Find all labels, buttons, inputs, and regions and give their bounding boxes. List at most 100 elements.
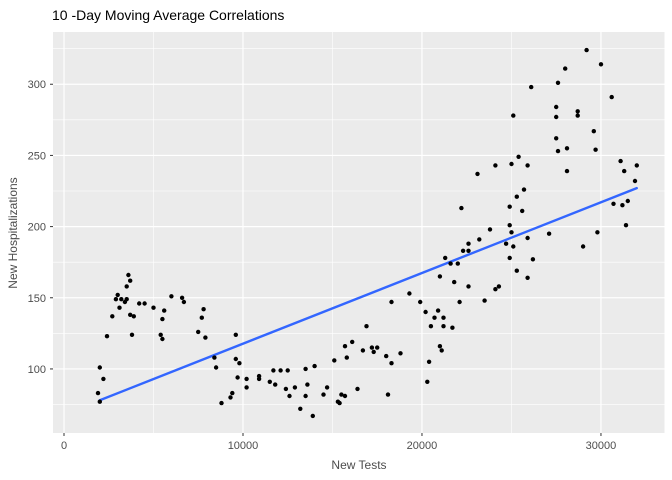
data-point: [516, 154, 521, 159]
data-point: [375, 345, 380, 350]
data-point: [496, 284, 502, 289]
data-point: [298, 406, 303, 411]
data-point: [101, 376, 106, 382]
data-point: [575, 113, 580, 118]
data-point: [158, 332, 163, 337]
data-point: [507, 255, 512, 261]
data-point: [219, 400, 224, 406]
x-tick-label: 30000: [586, 440, 617, 452]
data-point: [634, 163, 639, 168]
data-point: [126, 272, 131, 278]
data-point: [339, 392, 344, 397]
data-point: [580, 244, 586, 249]
data-point: [122, 299, 128, 305]
data-point: [591, 129, 596, 134]
data-point: [493, 163, 498, 168]
data-point: [466, 241, 471, 246]
data-point: [503, 241, 509, 246]
data-point: [623, 223, 629, 228]
data-point: [398, 351, 403, 356]
data-point: [466, 248, 471, 253]
data-point: [529, 84, 534, 90]
data-point: [332, 358, 337, 363]
data-point: [598, 62, 604, 67]
data-point: [181, 299, 187, 305]
x-tick-label: 20000: [407, 440, 438, 452]
data-point: [609, 94, 614, 100]
data-point: [530, 257, 536, 262]
data-point: [342, 393, 348, 399]
data-point: [418, 299, 423, 305]
data-point: [460, 248, 466, 253]
data-point: [455, 261, 460, 266]
data-point: [563, 66, 568, 71]
data-point: [546, 231, 552, 236]
data-point: [278, 368, 283, 373]
data-point: [128, 278, 133, 283]
data-point: [285, 368, 290, 373]
data-point: [312, 363, 317, 369]
data-point: [441, 315, 446, 320]
data-point: [525, 275, 530, 280]
data-point: [303, 393, 308, 399]
data-point: [466, 284, 471, 289]
data-point: [475, 171, 480, 177]
data-point: [321, 392, 326, 397]
data-point: [271, 368, 276, 373]
data-point: [169, 294, 174, 299]
data-point: [237, 361, 242, 366]
data-point: [129, 332, 135, 337]
data-point: [439, 348, 444, 353]
data-point: [509, 161, 514, 167]
x-tick-label: 0: [61, 440, 67, 452]
data-point: [256, 376, 262, 382]
data-point: [564, 146, 570, 151]
data-point: [179, 295, 185, 300]
data-point: [235, 375, 240, 380]
data-point: [493, 287, 498, 292]
data-point: [95, 390, 101, 396]
data-point: [203, 335, 208, 340]
data-point: [389, 361, 394, 366]
data-point: [355, 386, 360, 392]
data-point: [632, 178, 638, 184]
data-point: [520, 208, 525, 214]
data-point: [292, 385, 298, 390]
data-point: [230, 390, 235, 396]
data-point: [228, 395, 233, 400]
data-point: [555, 80, 561, 86]
data-point: [477, 237, 482, 242]
data-point: [196, 329, 201, 335]
trend-line: [98, 186, 638, 402]
data-point: [437, 274, 443, 279]
data-point: [611, 201, 616, 206]
data-point: [482, 298, 487, 303]
data-point: [201, 307, 206, 312]
data-point: [324, 385, 330, 390]
data-point: [267, 379, 272, 384]
data-point: [425, 379, 430, 384]
data-point: [595, 230, 600, 235]
data-point: [128, 312, 133, 317]
data-point: [443, 255, 448, 261]
data-point: [142, 301, 147, 306]
data-point: [97, 399, 103, 404]
data-point: [514, 268, 519, 273]
data-point: [509, 230, 514, 235]
data-point: [441, 324, 446, 329]
data-point: [625, 198, 630, 204]
y-axis-title: New Hospitalizations: [6, 177, 20, 289]
data-point: [389, 299, 394, 305]
data-point: [554, 136, 559, 141]
data-point: [115, 292, 120, 298]
data-point: [511, 113, 516, 118]
data-point: [110, 314, 115, 319]
data-point: [423, 309, 428, 315]
data-point: [303, 366, 308, 372]
data-point: [360, 348, 366, 353]
data-point: [283, 386, 289, 392]
data-point: [350, 339, 355, 345]
data-point: [437, 344, 443, 349]
